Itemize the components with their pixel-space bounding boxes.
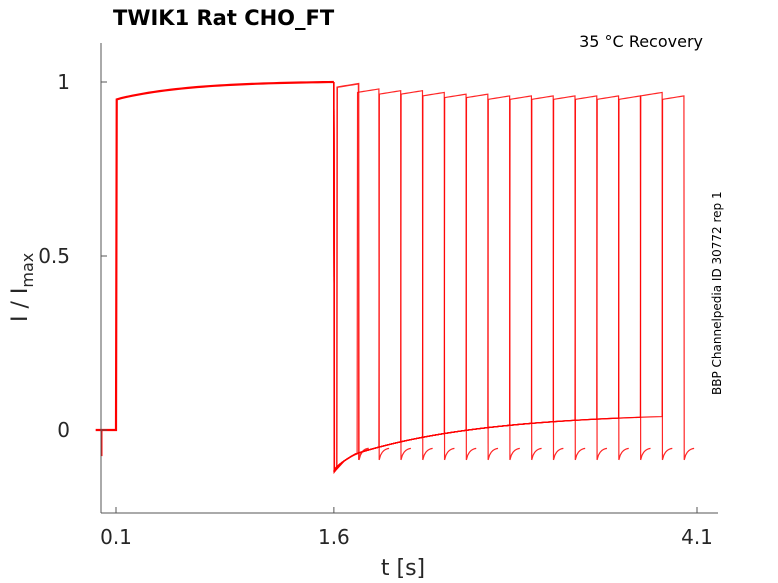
recovery-sweep-16 [333, 81, 695, 474]
y-tick-label: 0 [57, 418, 70, 442]
recovery-sweep-10 [333, 81, 564, 474]
recovery-sweep-4 [333, 81, 433, 472]
x-tick-label: 1.6 [318, 525, 350, 549]
recovery-sweep-5 [333, 81, 455, 473]
chart-title: TWIK1 Rat CHO_FT [113, 6, 335, 30]
x-ticks: 0.1 1.6 4.1 [100, 507, 713, 549]
recovery-sweep-14 [333, 81, 651, 474]
y-tick-label: 1 [57, 70, 70, 94]
recovery-sweep-11 [333, 81, 586, 474]
recovery-sweep-8 [333, 81, 520, 474]
x-axis-label: t [s] [381, 556, 425, 581]
y-tick-label: 0.5 [38, 244, 70, 268]
recovery-sweep-13 [333, 81, 629, 474]
y-axis-label: I / Imax [8, 253, 37, 322]
prepulse-trace [95, 80, 334, 432]
x-tick-label: 0.1 [100, 525, 132, 549]
source-note: BBP Channelpedia ID 30772 rep 1 [710, 191, 724, 395]
y-ticks: 00.51 [38, 70, 107, 442]
recovery-sweep-15 [333, 81, 673, 474]
x-tick-label: 4.1 [681, 525, 713, 549]
recovery-sweep-2 [333, 81, 390, 472]
recovery-sweep-6 [333, 81, 477, 475]
y-axis-label-subscript: max [18, 253, 37, 288]
recovery-sweep-1 [333, 81, 369, 473]
y-axis-label-main: I / Imax [8, 253, 37, 322]
recovery-sweep-3 [333, 81, 411, 472]
y-axis-label-text: I / I [8, 288, 33, 322]
recovery-sweep-12 [333, 81, 608, 474]
plot-area [95, 80, 695, 475]
chart-subtitle: 35 °C Recovery [579, 32, 703, 51]
